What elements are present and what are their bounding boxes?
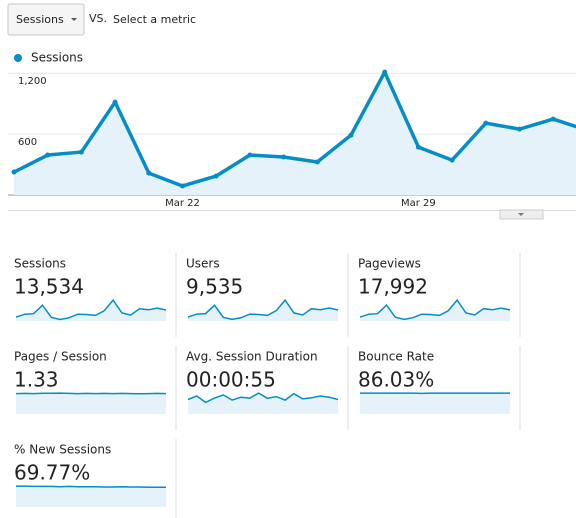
- point: [415, 144, 421, 150]
- point: [247, 152, 253, 158]
- metric-value: 86.03%: [358, 368, 434, 392]
- metric-label: Pages / Session: [14, 350, 107, 364]
- y-tick-label: 600: [18, 137, 37, 148]
- vs-label: VS.: [89, 12, 107, 25]
- point: [45, 152, 51, 158]
- sparkline-area: [16, 393, 166, 414]
- point: [517, 126, 522, 132]
- sparkline: [15, 298, 167, 321]
- sparkline-area: [188, 300, 338, 321]
- sparkline: [15, 392, 167, 395]
- metric-value: 13,534: [14, 275, 84, 299]
- metric-value: 00:00:55: [186, 368, 276, 392]
- point: [449, 157, 455, 163]
- metric-dropdown[interactable]: [7, 3, 85, 36]
- x-tick-label: Mar 29: [401, 198, 436, 209]
- sparkline: [187, 392, 339, 404]
- legend-label: Sessions: [31, 51, 83, 65]
- metric-label: Avg. Session Duration: [186, 350, 318, 364]
- metric-value: 17,992: [358, 275, 428, 299]
- point: [314, 159, 320, 165]
- point: [281, 154, 287, 160]
- sparkline-area: [360, 300, 510, 321]
- point: [550, 116, 556, 122]
- metric-value: 9,535: [186, 275, 243, 299]
- metric-label: Bounce Rate: [358, 350, 434, 364]
- select-metric-link[interactable]: Select a metric: [113, 13, 196, 26]
- point: [180, 183, 185, 189]
- y-tick-label: 1,200: [18, 76, 47, 87]
- point: [146, 170, 152, 176]
- metric-value: 69.77%: [14, 461, 90, 485]
- sparkline: [16, 485, 166, 489]
- point: [11, 169, 17, 175]
- metric-value: 1.33: [14, 368, 59, 392]
- area: [14, 72, 576, 195]
- metric-label: Users: [186, 257, 220, 271]
- point: [348, 132, 354, 138]
- point: [78, 149, 84, 155]
- x-tick-label: Mar 22: [165, 198, 200, 209]
- dropdown-arrow: [71, 18, 77, 21]
- scroll-arrow: [518, 213, 524, 216]
- point: [112, 99, 118, 105]
- left-mask: [0, 40, 8, 220]
- sparkline: [187, 298, 339, 321]
- sparkline-area: [360, 393, 510, 414]
- dropdown-label: Sessions: [16, 13, 64, 26]
- legend-dot: [14, 54, 22, 62]
- sparkline-area: [16, 486, 166, 507]
- point: [483, 120, 489, 126]
- line: [13, 70, 576, 188]
- metric-label: Pageviews: [358, 257, 421, 271]
- metric-label: Sessions: [14, 257, 66, 271]
- sparkline-area: [16, 300, 166, 321]
- point: [213, 173, 219, 179]
- sparkline: [359, 298, 511, 321]
- point: [382, 69, 388, 75]
- metric-label: % New Sessions: [14, 443, 111, 457]
- chart-bottom-border: [8, 210, 576, 211]
